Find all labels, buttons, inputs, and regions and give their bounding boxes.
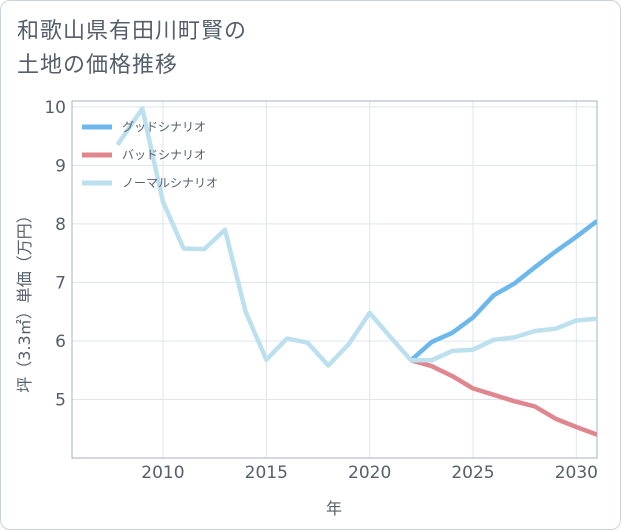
x-tick-label: 2010 (141, 463, 184, 483)
x-tick-label: 2020 (348, 463, 391, 483)
x-tick-label: 2025 (451, 463, 494, 483)
y-axis-ticks: 5 6 7 8 9 10 (44, 98, 66, 411)
y-tick-label: 10 (44, 98, 66, 118)
series-line-1 (410, 358, 597, 437)
series-line-2 (115, 106, 597, 368)
x-tick-label: 2030 (555, 463, 598, 483)
y-tick-label: 6 (55, 332, 66, 352)
chart-title: 和歌山県有田川町賢の 土地の価格推移 (17, 15, 577, 83)
chart-title-line-1: 和歌山県有田川町賢の (17, 19, 248, 44)
y-tick-label: 7 (55, 273, 66, 293)
series-lines (115, 106, 597, 437)
y-axis-title: 坪（3.3㎡）単価（万円） (15, 207, 34, 392)
x-axis-ticks: 2010 2015 2020 2025 2030 (141, 463, 598, 483)
legend-label-2: ノーマルシナリオ (122, 176, 218, 190)
series-line-0 (409, 219, 597, 362)
chart-title-line-2: 土地の価格推移 (17, 53, 179, 78)
plot-area-border (71, 100, 598, 459)
legend-label-0: グッドシナリオ (122, 120, 206, 134)
y-tick-label: 9 (55, 156, 66, 176)
x-tick-label: 2015 (245, 463, 288, 483)
x-axis-title: 年 (326, 499, 342, 518)
legend-label-1: バッドシナリオ (122, 148, 206, 162)
y-tick-label: 5 (55, 390, 66, 410)
y-tick-label: 8 (55, 215, 66, 235)
grid-lines (72, 101, 597, 458)
